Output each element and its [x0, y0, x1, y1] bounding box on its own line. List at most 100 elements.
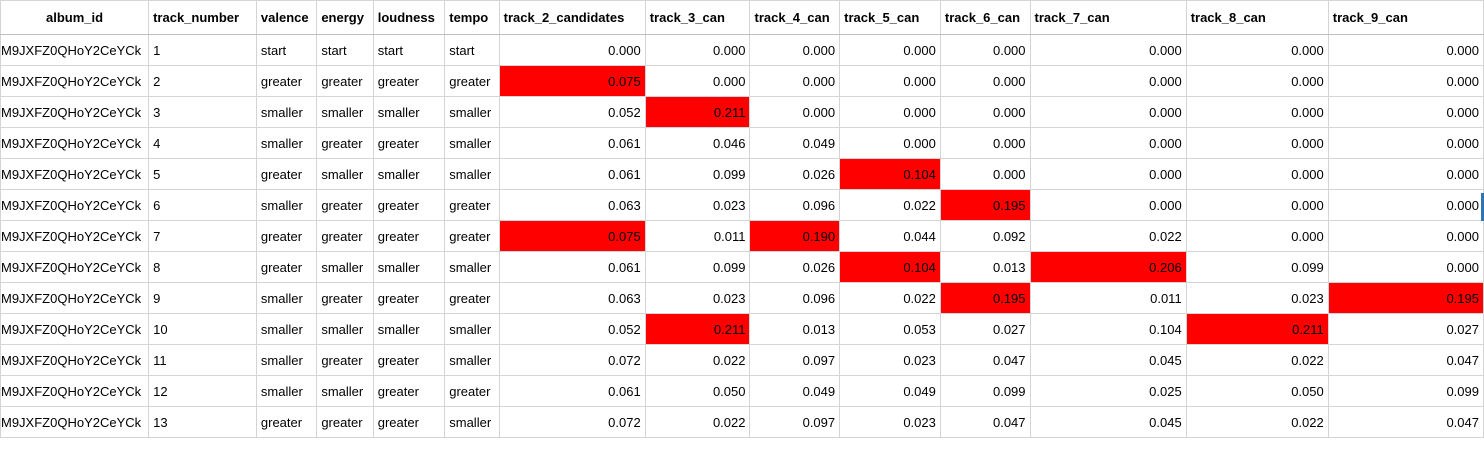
table-cell[interactable]: smaller — [444, 158, 500, 190]
header-cell-track-4-can[interactable]: track_4_can — [749, 0, 841, 35]
table-cell[interactable]: 0.075 — [498, 220, 646, 252]
table-cell[interactable]: greater — [255, 220, 318, 252]
table-cell[interactable]: 0.022 — [839, 282, 941, 314]
table-cell[interactable]: M9JXFZ0QHoY2CeYCk — [0, 34, 150, 66]
table-cell[interactable]: 0.023 — [839, 406, 941, 438]
table-cell[interactable]: 0.027 — [1327, 313, 1484, 345]
table-cell[interactable]: greater — [372, 220, 446, 252]
table-cell[interactable]: 0.023 — [644, 282, 751, 314]
table-cell[interactable]: start — [316, 34, 374, 66]
table-cell[interactable]: M9JXFZ0QHoY2CeYCk — [0, 65, 150, 97]
table-cell[interactable]: 0.097 — [749, 344, 841, 376]
spreadsheet-grid[interactable]: album_id track_number valence energy lou… — [0, 0, 1484, 438]
table-cell[interactable]: 0.104 — [839, 251, 941, 283]
table-cell[interactable]: smaller — [255, 127, 318, 159]
table-cell[interactable]: smaller — [316, 313, 374, 345]
table-cell[interactable]: 0.104 — [1029, 313, 1187, 345]
table-cell[interactable]: 0.000 — [1327, 158, 1484, 190]
table-cell[interactable]: 2 — [148, 65, 257, 97]
table-cell[interactable]: start — [255, 34, 318, 66]
header-cell-track-2-candidates[interactable]: track_2_candidates — [498, 0, 646, 35]
table-cell[interactable]: 0.052 — [498, 313, 646, 345]
table-cell[interactable]: 0.049 — [749, 127, 841, 159]
table-cell[interactable]: 12 — [148, 375, 257, 407]
table-cell[interactable]: M9JXFZ0QHoY2CeYCk — [0, 158, 150, 190]
header-cell-track-6-can[interactable]: track_6_can — [939, 0, 1031, 35]
header-cell-track-5-can[interactable]: track_5_can — [839, 0, 941, 35]
table-cell[interactable]: greater — [372, 406, 446, 438]
table-cell[interactable]: 6 — [148, 189, 257, 221]
header-cell-track-number[interactable]: track_number — [148, 0, 257, 35]
table-cell[interactable]: 0.000 — [839, 34, 941, 66]
table-cell[interactable]: greater — [372, 282, 446, 314]
header-cell-loudness[interactable]: loudness — [372, 0, 446, 35]
table-cell[interactable]: 4 — [148, 127, 257, 159]
table-cell[interactable]: greater — [372, 65, 446, 97]
table-cell[interactable]: 0.092 — [939, 220, 1031, 252]
table-cell[interactable]: 0.045 — [1029, 406, 1187, 438]
table-cell[interactable]: 0.000 — [749, 34, 841, 66]
table-cell[interactable]: greater — [372, 375, 446, 407]
table-cell[interactable]: 0.026 — [749, 251, 841, 283]
table-cell[interactable]: 13 — [148, 406, 257, 438]
table-cell[interactable]: 0.023 — [839, 344, 941, 376]
table-cell[interactable]: 0.047 — [939, 406, 1031, 438]
table-cell[interactable]: 8 — [148, 251, 257, 283]
table-cell[interactable]: 0.211 — [644, 96, 751, 128]
table-cell[interactable]: 0.022 — [644, 406, 751, 438]
table-cell[interactable]: M9JXFZ0QHoY2CeYCk — [0, 96, 150, 128]
table-cell[interactable]: 0.000 — [1327, 127, 1484, 159]
table-cell[interactable]: greater — [316, 189, 374, 221]
table-cell[interactable]: 0.072 — [498, 344, 646, 376]
table-cell[interactable]: 0.000 — [939, 158, 1031, 190]
table-cell[interactable]: greater — [316, 220, 374, 252]
table-cell[interactable]: 0.023 — [644, 189, 751, 221]
header-cell-track-8-can[interactable]: track_8_can — [1185, 0, 1329, 35]
table-cell[interactable]: 0.022 — [644, 344, 751, 376]
table-cell[interactable]: smaller — [255, 282, 318, 314]
table-cell[interactable]: 0.000 — [939, 127, 1031, 159]
table-cell[interactable]: 11 — [148, 344, 257, 376]
header-cell-energy[interactable]: energy — [316, 0, 374, 35]
table-cell[interactable]: 5 — [148, 158, 257, 190]
table-cell[interactable]: M9JXFZ0QHoY2CeYCk — [0, 406, 150, 438]
table-cell[interactable]: 0.000 — [1327, 96, 1484, 128]
table-cell[interactable]: 0.000 — [1029, 189, 1187, 221]
table-cell[interactable]: 10 — [148, 313, 257, 345]
table-cell[interactable]: 0.011 — [1029, 282, 1187, 314]
table-cell[interactable]: 0.000 — [939, 65, 1031, 97]
table-cell[interactable]: 0.000 — [939, 96, 1031, 128]
table-cell[interactable]: M9JXFZ0QHoY2CeYCk — [0, 344, 150, 376]
table-cell[interactable]: 0.096 — [749, 282, 841, 314]
table-cell[interactable]: 0.013 — [749, 313, 841, 345]
table-cell[interactable]: 0.097 — [749, 406, 841, 438]
table-cell[interactable]: 0.061 — [498, 127, 646, 159]
table-cell[interactable]: greater — [444, 282, 500, 314]
table-cell[interactable]: smaller — [372, 313, 446, 345]
table-cell[interactable]: 0.049 — [839, 375, 941, 407]
table-cell[interactable]: 0.000 — [1185, 220, 1329, 252]
table-cell[interactable]: 0.099 — [644, 251, 751, 283]
table-cell[interactable]: 0.206 — [1029, 251, 1187, 283]
table-cell[interactable]: 0.047 — [939, 344, 1031, 376]
table-cell[interactable]: 0.052 — [498, 96, 646, 128]
table-cell[interactable]: 0.000 — [1185, 96, 1329, 128]
table-cell[interactable]: 0.000 — [939, 34, 1031, 66]
table-cell[interactable]: 0.000 — [1029, 65, 1187, 97]
table-cell[interactable]: greater — [316, 282, 374, 314]
table-cell[interactable]: 0.195 — [939, 282, 1031, 314]
table-cell[interactable]: greater — [255, 251, 318, 283]
table-cell[interactable]: smaller — [444, 127, 500, 159]
table-cell[interactable]: 0.061 — [498, 251, 646, 283]
table-cell[interactable]: 0.104 — [839, 158, 941, 190]
table-cell[interactable]: 0.195 — [1327, 282, 1484, 314]
table-cell[interactable]: 0.000 — [1327, 220, 1484, 252]
table-cell[interactable]: smaller — [444, 96, 500, 128]
table-cell[interactable]: 0.000 — [839, 65, 941, 97]
table-cell[interactable]: smaller — [372, 96, 446, 128]
table-cell[interactable]: 0.099 — [939, 375, 1031, 407]
header-cell-track-3-can[interactable]: track_3_can — [644, 0, 751, 35]
table-cell[interactable]: 1 — [148, 34, 257, 66]
table-cell[interactable]: 0.211 — [1185, 313, 1329, 345]
table-cell[interactable]: 0.027 — [939, 313, 1031, 345]
